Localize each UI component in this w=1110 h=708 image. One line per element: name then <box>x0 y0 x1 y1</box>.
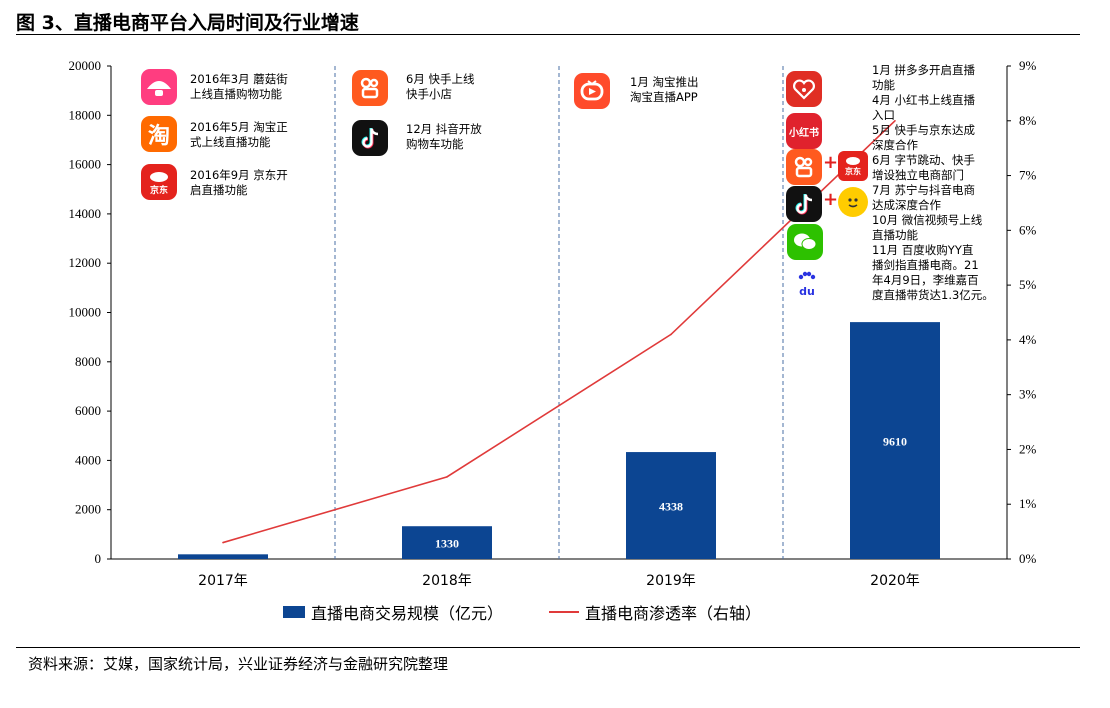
annotation-2019-taobao-live: 1月 淘宝推出 淘宝直播APP <box>630 75 699 104</box>
bar <box>626 452 716 559</box>
xiaohongshu-icon: 小红书 <box>786 113 822 149</box>
source-note: 资料来源：艾媒，国家统计局，兴业证券经济与金融研究院整理 <box>28 655 449 673</box>
x-tick-label: 2020年 <box>870 573 920 589</box>
plus-icon: + <box>823 152 839 173</box>
bar-data-label: 4338 <box>659 500 683 514</box>
baidu-icon: du <box>789 266 825 302</box>
jd-icon: 京东 <box>141 164 177 200</box>
bar-data-label: 9610 <box>883 435 907 449</box>
y-right-tick-label: 0% <box>1019 551 1037 566</box>
jd-icon-2020: 京东 <box>838 151 868 181</box>
bar <box>850 322 940 559</box>
y-right-tick-label: 1% <box>1019 496 1037 511</box>
x-tick-label: 2017年 <box>198 573 248 589</box>
y-left-tick-label: 4000 <box>75 452 101 467</box>
annotation-2016-mogujie: 2016年3月 蘑菇街 上线直播购物功能 <box>190 72 288 101</box>
annotation-2018-douyin: 12月 抖音开放 购物车功能 <box>406 122 482 151</box>
annotation-2020: 1月 拼多多开启直播 功能 4月 小红书上线直播 入口 5月 快手与京东达成 深度合作… <box>872 63 994 302</box>
figure-title: 图 3、直播电商平台入局时间及行业增速 <box>16 12 359 34</box>
mogujie-icon <box>141 69 177 105</box>
taobao-icon: 淘 <box>141 116 177 152</box>
annotation-2016-jd: 2016年9月 京东开 启直播功能 <box>190 168 288 197</box>
legend-line-swatch <box>549 611 580 613</box>
y-left-tick-label: 14000 <box>69 206 102 221</box>
line-point <box>894 119 896 122</box>
suning-icon <box>838 187 868 217</box>
source-rule <box>16 647 1080 648</box>
line-point <box>446 476 448 478</box>
x-tick-label: 2018年 <box>422 573 472 589</box>
y-right-tick-label: 8% <box>1019 113 1037 128</box>
douyin-icon-2020 <box>786 186 822 222</box>
y-right-tick-label: 3% <box>1019 387 1037 402</box>
kuaishou-icon-2020 <box>786 149 822 185</box>
y-right-tick-label: 4% <box>1019 332 1037 347</box>
line-point <box>222 541 224 544</box>
bar <box>402 526 492 559</box>
pinduoduo-icon <box>786 71 822 107</box>
bar <box>178 554 268 559</box>
y-right-tick-label: 5% <box>1019 277 1037 292</box>
taobao-live-icon <box>574 73 610 109</box>
y-right-tick-label: 6% <box>1019 222 1037 237</box>
y-left-tick-label: 10000 <box>69 305 102 320</box>
y-left-tick-label: 8000 <box>75 354 101 369</box>
annotation-2018-kuaishou: 6月 快手上线 快手小店 <box>406 72 475 101</box>
legend-line-label: 直播电商渗透率（右轴） <box>585 604 762 623</box>
y-right-tick-label: 7% <box>1019 168 1037 183</box>
legend-bar-label: 直播电商交易规模（亿元） <box>311 604 504 623</box>
wechat-icon <box>787 224 823 260</box>
plus-icon-2: + <box>823 189 839 210</box>
y-left-tick-label: 18000 <box>69 107 102 122</box>
legend-bar-swatch <box>283 606 305 618</box>
y-right-tick-label: 9% <box>1019 58 1037 73</box>
annotation-2016-taobao: 2016年5月 淘宝正 式上线直播功能 <box>190 120 288 149</box>
bar-data-label: 1330 <box>435 537 459 551</box>
y-right-tick-label: 2% <box>1019 441 1037 456</box>
penetration-line <box>222 120 896 544</box>
chart-legend: 直播电商交易规模（亿元） 直播电商渗透率（右轴） <box>283 600 761 624</box>
y-left-tick-label: 2000 <box>75 502 101 517</box>
chart-canvas: 0 2000 4000 6000 8000 10000 12000 14000 16000 180… <box>69 58 1037 589</box>
y-left-tick-label: 16000 <box>69 157 102 172</box>
title-rule <box>16 34 1080 35</box>
kuaishou-icon <box>352 70 388 106</box>
line-point <box>670 333 672 336</box>
x-tick-label: 2019年 <box>646 573 696 589</box>
y-left-tick-label: 0 <box>95 551 102 566</box>
douyin-icon <box>352 120 388 156</box>
y-left-tick-label: 12000 <box>69 255 102 270</box>
y-left-tick-label: 20000 <box>69 58 102 73</box>
y-left-tick-label: 6000 <box>75 403 101 418</box>
